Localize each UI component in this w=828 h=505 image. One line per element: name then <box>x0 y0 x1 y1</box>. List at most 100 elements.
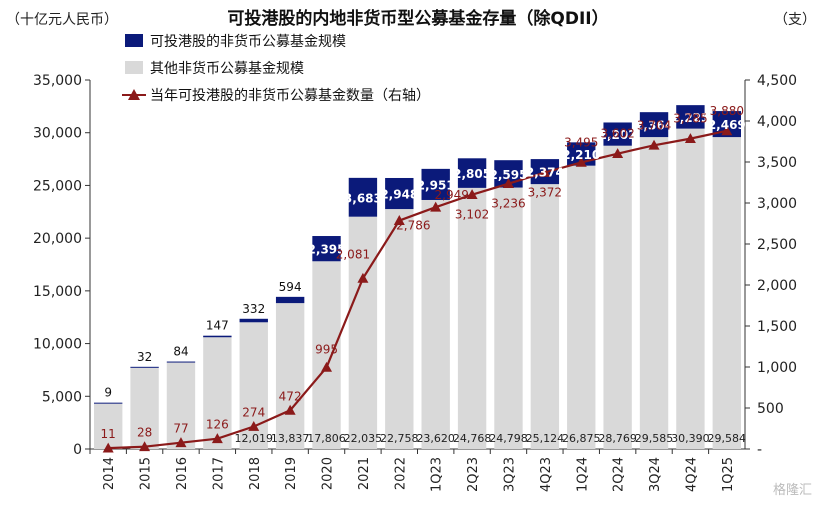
data-label-count: 2,949 <box>435 188 469 202</box>
count-marker <box>393 215 405 225</box>
bar-hk <box>385 177 414 210</box>
bar-other <box>676 128 705 449</box>
bar-other <box>421 199 450 449</box>
left-axis-tick-label: 30,000 <box>33 126 82 142</box>
data-label-count: 3,785 <box>673 112 707 126</box>
data-label-count: 126 <box>206 418 229 432</box>
x-axis-tick-label: 3Q23 <box>502 457 517 492</box>
data-label-count: 3,704 <box>637 118 671 132</box>
right-axis-unit: （支） <box>774 12 816 28</box>
legend-swatch-other <box>125 61 143 74</box>
right-axis-tick-label: 500 <box>757 401 784 417</box>
data-label-other: 24,798 <box>489 432 528 445</box>
x-axis-tick-label: 3Q24 <box>648 457 663 492</box>
right-axis-tick-label: - <box>757 442 762 458</box>
data-label-count: 3,880 <box>710 104 744 118</box>
data-label-hk: 332 <box>242 302 265 316</box>
x-axis-tick-label: 4Q23 <box>539 457 554 492</box>
data-label-count: 3,236 <box>491 197 525 211</box>
data-label-other: 24,768 <box>453 432 492 445</box>
x-axis-tick-label: 2019 <box>284 457 299 490</box>
bar-other <box>130 367 159 449</box>
bar-hk <box>348 177 378 217</box>
axes-layer: 0 5,000 10,000 15,000 20,000 25,000 30,000 35,0… <box>33 73 797 492</box>
data-label-hk: 2,951 <box>417 178 455 192</box>
x-axis-tick-label: 1Q24 <box>575 457 590 492</box>
data-label-count: 77 <box>173 422 188 436</box>
left-axis-tick-label: 35,000 <box>33 73 82 89</box>
bar-other <box>203 337 232 449</box>
bar-other <box>457 187 487 449</box>
data-label-hk: 3,683 <box>344 191 382 205</box>
x-axis-tick-label: 2Q23 <box>466 457 481 492</box>
bar-other <box>567 165 596 450</box>
data-label-hk: 2,395 <box>308 243 346 257</box>
data-label-count: 28 <box>137 426 152 440</box>
left-axis-unit: （十亿元人民币） <box>6 12 118 28</box>
watermark: 格隆汇 <box>773 482 812 498</box>
bar-hk <box>166 361 196 363</box>
right-axis-tick-label: 4,500 <box>757 73 797 89</box>
data-label-hk: 594 <box>279 280 302 294</box>
data-labels-layer: 9 32 84 147 332 12,019 594 13,837 2,395 17,806 3,6… <box>101 104 747 445</box>
bar-other <box>639 137 669 449</box>
data-label-hk: 2,225 <box>671 111 709 125</box>
bar-hk <box>203 335 232 338</box>
data-label-other: 25,124 <box>526 432 565 445</box>
x-axis-tick-label: 2018 <box>248 457 263 490</box>
count-marker <box>466 189 478 200</box>
count-marker <box>248 421 260 431</box>
count-marker <box>357 272 369 283</box>
right-axis-tick-label: 3,500 <box>757 155 797 171</box>
left-axis-tick-label: 15,000 <box>33 284 82 300</box>
data-label-other: 23,620 <box>416 432 455 445</box>
data-label-hk: 2,210 <box>562 148 600 162</box>
count-marker <box>175 437 187 448</box>
bar-hk <box>312 236 341 262</box>
bar-other <box>94 403 123 449</box>
legend: 可投港股的非货币公募基金规模 其他非货币公募基金规模 当年可投港股的非货币公募基… <box>122 33 430 104</box>
bar-hk <box>457 158 487 188</box>
data-label-other: 22,758 <box>380 432 419 445</box>
bar-hk <box>94 402 123 404</box>
data-label-other: 28,769 <box>598 432 637 445</box>
x-axis-tick-label: 1Q23 <box>430 457 445 492</box>
bar-hk <box>239 318 268 323</box>
data-label-hk: 9 <box>104 386 112 400</box>
bar-other <box>530 184 560 449</box>
count-marker <box>612 148 624 159</box>
right-axis-tick-label: 1,000 <box>757 360 797 376</box>
x-axis-tick-label: 2021 <box>357 457 372 490</box>
x-axis-tick-label: 2014 <box>102 457 117 490</box>
right-axis-tick-label: 4,000 <box>757 114 797 130</box>
bar-hk <box>603 122 632 146</box>
count-marker <box>684 133 696 144</box>
data-label-other: 17,806 <box>307 432 346 445</box>
data-label-count: 3,102 <box>455 208 489 222</box>
data-label-count: 3,495 <box>564 135 598 149</box>
count-line <box>108 129 728 450</box>
count-marker <box>430 201 442 212</box>
left-axis-tick-label: 5,000 <box>42 389 82 405</box>
x-axis-tick-label: 2020 <box>321 457 336 490</box>
data-label-hk: 2,948 <box>380 188 418 202</box>
data-label-other: 22,035 <box>344 432 383 445</box>
data-label-other: 29,584 <box>708 432 747 445</box>
data-label-hk: 84 <box>173 345 188 359</box>
data-label-count: 995 <box>315 342 338 356</box>
left-axis-tick-label: 0 <box>73 442 82 458</box>
legend-label-hk: 可投港股的非货币公募基金规模 <box>150 33 346 50</box>
left-axis-tick-label: 20,000 <box>33 231 82 247</box>
chart-title: 可投港股的内地非货币型公募基金存量（除QDII） <box>227 8 608 29</box>
x-axis-tick-label: 2016 <box>175 457 190 490</box>
legend-swatch-hk <box>125 34 143 47</box>
bar-hk <box>275 296 305 304</box>
data-label-hk: 2,469 <box>708 118 746 132</box>
right-axis-tick-label: 2,000 <box>757 278 797 294</box>
data-label-hk: 2,202 <box>599 128 637 142</box>
right-axis-tick-label: 1,500 <box>757 319 797 335</box>
count-marker <box>721 125 733 136</box>
data-label-count: 3,602 <box>600 127 634 141</box>
count-marker <box>502 178 514 189</box>
data-label-hk: 32 <box>137 350 152 364</box>
